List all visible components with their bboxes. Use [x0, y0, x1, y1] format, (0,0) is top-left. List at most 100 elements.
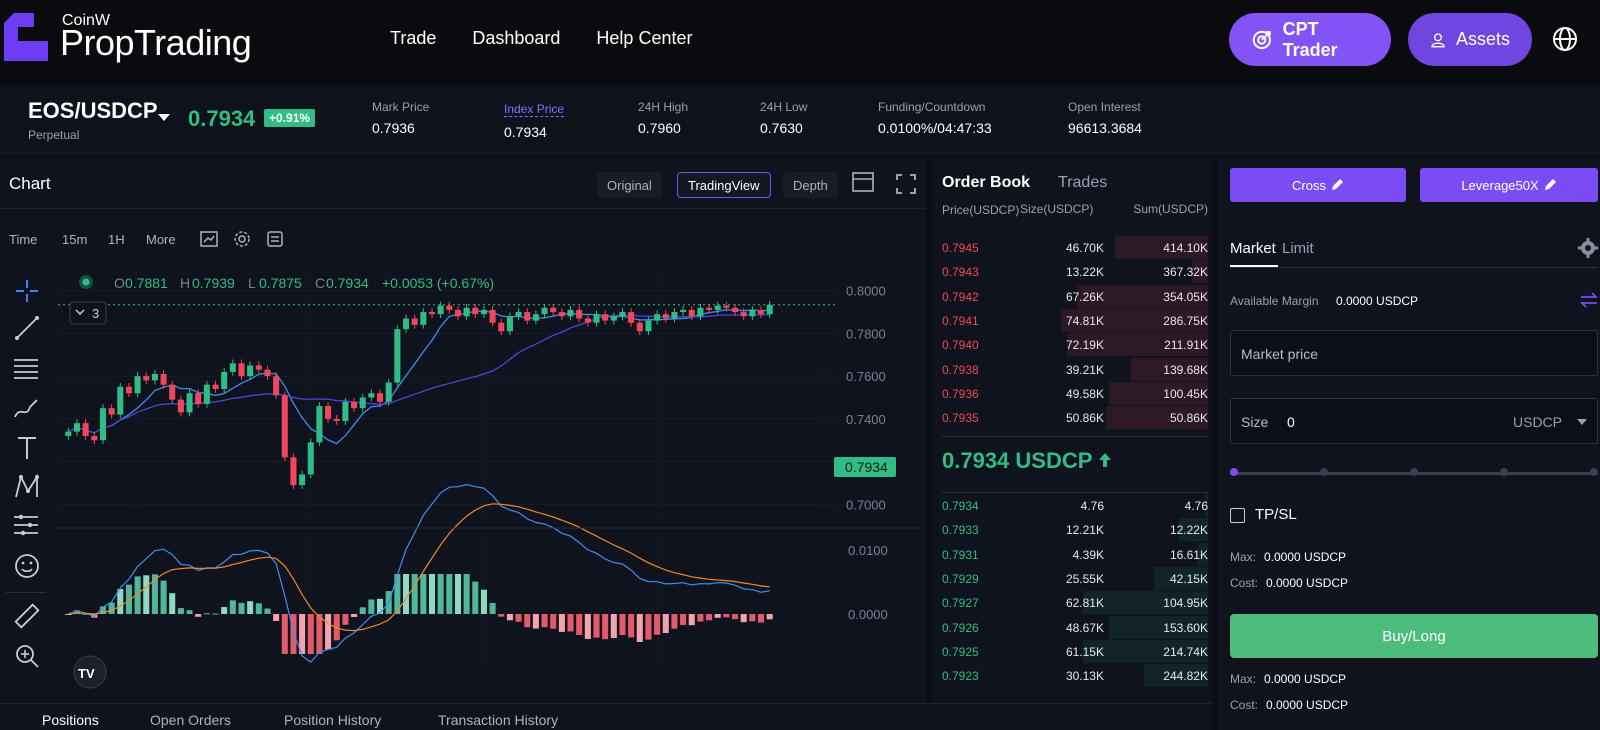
candle-body	[377, 393, 384, 402]
unit-select[interactable]: USDCP	[1513, 414, 1563, 430]
settings-icon[interactable]	[233, 230, 251, 248]
orderbook-row[interactable]: 0.7941 74.81K 286.75K	[942, 308, 1208, 333]
orderbook-row[interactable]: 0.7933 12.21K 12.22K	[942, 518, 1208, 542]
orderbook-row[interactable]: 0.7945 46.70K 414.10K	[942, 236, 1208, 260]
view-depth-button[interactable]: Depth	[783, 172, 838, 198]
macd-bar	[428, 574, 436, 614]
orderbook-row[interactable]: 0.7940 72.19K 211.91K	[942, 333, 1208, 357]
margin-mode-button[interactable]: Cross	[1230, 168, 1406, 202]
macd-bar	[437, 574, 444, 614]
fullscreen-icon[interactable]	[896, 174, 916, 194]
macd-bar	[680, 614, 687, 625]
chevron-down-icon[interactable]	[158, 114, 170, 121]
tab-limit[interactable]: Limit	[1282, 240, 1314, 257]
chart-type-icon[interactable]	[200, 230, 218, 248]
mid-price[interactable]: 0.7934 USDCP	[942, 448, 1112, 474]
nav-trade[interactable]: Trade	[390, 28, 437, 48]
emoji-icon[interactable]	[13, 552, 41, 580]
last-price: 0.7934	[188, 106, 256, 131]
pattern-icon[interactable]	[13, 473, 41, 501]
cpt-trader-label: CPT Trader	[1282, 18, 1338, 60]
candle-body	[697, 307, 704, 317]
layout-icon[interactable]	[852, 172, 874, 192]
row-sum: 286.75K	[1163, 313, 1208, 328]
tab-positions[interactable]: Positions	[42, 712, 99, 728]
orderbook-row[interactable]: 0.7935 50.86K 50.86K	[942, 406, 1208, 430]
orderbook-row[interactable]: 0.7934 4.76 4.76	[942, 494, 1208, 518]
gear-icon[interactable]	[1578, 238, 1598, 258]
price-chart[interactable]: O 0.7881 H 0.7939 L 0.7875 C 0.7934 +0.0…	[58, 270, 920, 696]
macd-bar	[212, 613, 219, 615]
candle-body	[151, 374, 158, 381]
brand-logo[interactable]: CoinW PropTrading	[4, 10, 274, 70]
macd-bar	[610, 614, 617, 638]
row-size: 72.19K	[1065, 338, 1104, 353]
nav-dashboard[interactable]: Dashboard	[472, 28, 561, 48]
more-intervals[interactable]: More	[146, 232, 176, 247]
tab-transaction-history[interactable]: Transaction History	[438, 712, 559, 728]
orderbook-row[interactable]: 0.7938 39.21K 139.68K	[942, 357, 1208, 382]
slider-mark[interactable]	[1230, 468, 1238, 476]
tradingview-logo[interactable]	[73, 655, 107, 689]
orderbook-row[interactable]: 0.7931 4.39K 16.61K	[942, 542, 1208, 567]
price-field[interactable]: Market price	[1230, 330, 1598, 376]
slider-mark[interactable]	[1500, 468, 1508, 476]
assets-button[interactable]: Assets	[1408, 13, 1532, 66]
candle-body	[558, 312, 565, 317]
time-button[interactable]: Time	[9, 232, 38, 247]
pair-selector[interactable]: EOS/USDCP	[28, 98, 158, 123]
size-label: Size	[1241, 414, 1269, 430]
orderbook-row[interactable]: 0.7942 67.26K 354.05K	[942, 284, 1208, 309]
chevron-down-icon[interactable]	[1577, 419, 1587, 425]
orderbook-row[interactable]: 0.7927 62.81K 104.95K	[942, 591, 1208, 615]
fib-lines-icon[interactable]	[12, 355, 40, 381]
depth-bar	[1192, 260, 1208, 284]
indicator-collapse-button[interactable]	[69, 301, 107, 325]
orderbook-row[interactable]: 0.7925 61.15K 214.74K	[942, 639, 1208, 664]
orderbook-row[interactable]: 0.7926 48.67K 153.60K	[942, 615, 1208, 640]
slider-mark[interactable]	[1320, 468, 1328, 476]
transfer-icon[interactable]	[1580, 292, 1598, 308]
cpt-trader-button[interactable]: CPT Trader	[1229, 13, 1391, 66]
nav-help-center[interactable]: Help Center	[596, 28, 693, 48]
stat-label: 24H High	[638, 100, 689, 114]
tab-order-book[interactable]: Order Book	[942, 174, 1031, 191]
leverage-button[interactable]: Leverage50X	[1420, 168, 1598, 202]
view-original-button[interactable]: Original	[597, 172, 662, 198]
interval-1h[interactable]: 1H	[108, 232, 125, 247]
view-tradingview-button[interactable]: TradingView	[677, 172, 771, 198]
measure-lines-icon[interactable]	[12, 512, 40, 538]
candle-body	[541, 307, 548, 315]
stat-index-price[interactable]: Index Price 0.7934	[504, 100, 565, 140]
interval-15m[interactable]: 15m	[62, 232, 88, 247]
trend-line-icon[interactable]	[14, 315, 40, 341]
orderbook-row[interactable]: 0.7936 49.58K 100.45K	[942, 381, 1208, 406]
tab-market[interactable]: Market	[1230, 240, 1276, 257]
ruler-icon[interactable]	[12, 602, 40, 630]
zoom-in-icon[interactable]	[13, 642, 41, 670]
cost-value: 0.0000 USDCP	[1266, 698, 1349, 712]
indicators-icon[interactable]	[266, 230, 284, 248]
leverage-label: Leverage50X	[1461, 177, 1539, 193]
orderbook-row[interactable]: 0.7943 13.22K 367.32K	[942, 260, 1208, 284]
globe-icon[interactable]	[1552, 26, 1578, 52]
brush-icon[interactable]	[12, 395, 40, 421]
text-tool-icon[interactable]	[14, 435, 40, 461]
tab-open-orders[interactable]: Open Orders	[150, 712, 231, 728]
row-size: 46.70K	[1065, 241, 1104, 255]
tab-position-history[interactable]: Position History	[284, 712, 382, 728]
orderbook-row[interactable]: 0.7929 25.55K 42.15K	[942, 566, 1208, 591]
crosshair-icon[interactable]	[14, 278, 40, 304]
buy-long-button[interactable]: Buy/Long	[1230, 614, 1598, 658]
candle-body	[489, 309, 496, 323]
size-field[interactable]: Size 0 USDCP	[1230, 398, 1598, 444]
orderbook-row[interactable]: 0.7923 30.13K 244.82K	[942, 664, 1208, 688]
slider-mark[interactable]	[1590, 468, 1598, 476]
y-tick-label: 0.7600	[846, 369, 886, 384]
stat-value: 0.7630	[760, 120, 803, 136]
tpsl-checkbox[interactable]	[1230, 508, 1245, 523]
size-value[interactable]: 0	[1287, 414, 1295, 430]
tab-trades[interactable]: Trades	[1058, 174, 1108, 191]
candle-body	[706, 307, 713, 310]
slider-mark[interactable]	[1410, 468, 1418, 476]
